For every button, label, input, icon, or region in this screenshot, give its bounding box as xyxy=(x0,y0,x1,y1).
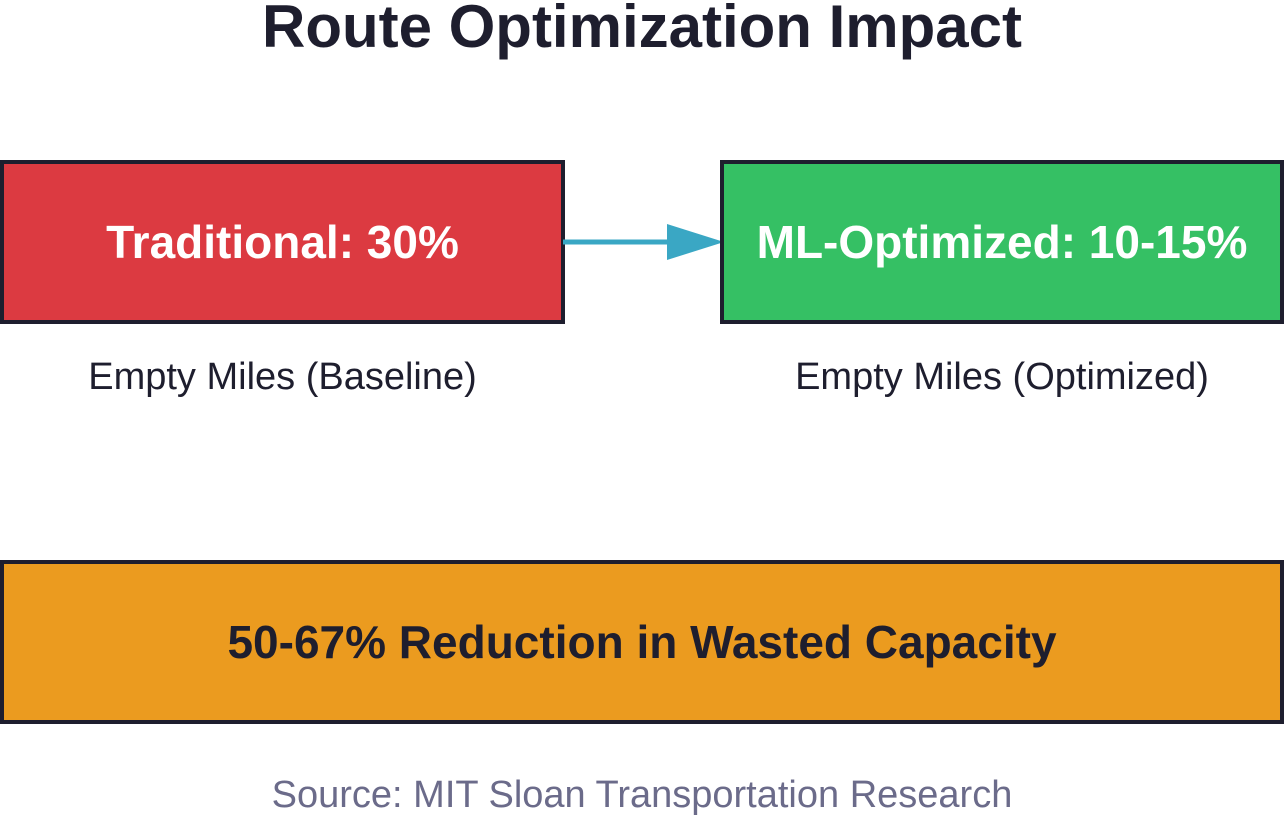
optimized-box: ML-Optimized: 10-15% xyxy=(720,160,1284,324)
arrow-right-icon xyxy=(563,224,724,260)
baseline-caption: Empty Miles (Baseline) xyxy=(88,356,477,398)
baseline-box: Traditional: 30% xyxy=(0,160,565,324)
result-box: 50-67% Reduction in Wasted Capacity xyxy=(0,560,1284,724)
arrow-head xyxy=(667,224,724,260)
result-label: 50-67% Reduction in Wasted Capacity xyxy=(227,616,1057,668)
baseline-label: Traditional: 30% xyxy=(106,216,459,268)
page-title: Route Optimization Impact xyxy=(261,0,1023,60)
source-note: Source: MIT Sloan Transportation Researc… xyxy=(271,774,1013,816)
optimized-label: ML-Optimized: 10-15% xyxy=(756,216,1248,268)
optimized-caption: Empty Miles (Optimized) xyxy=(795,356,1209,398)
